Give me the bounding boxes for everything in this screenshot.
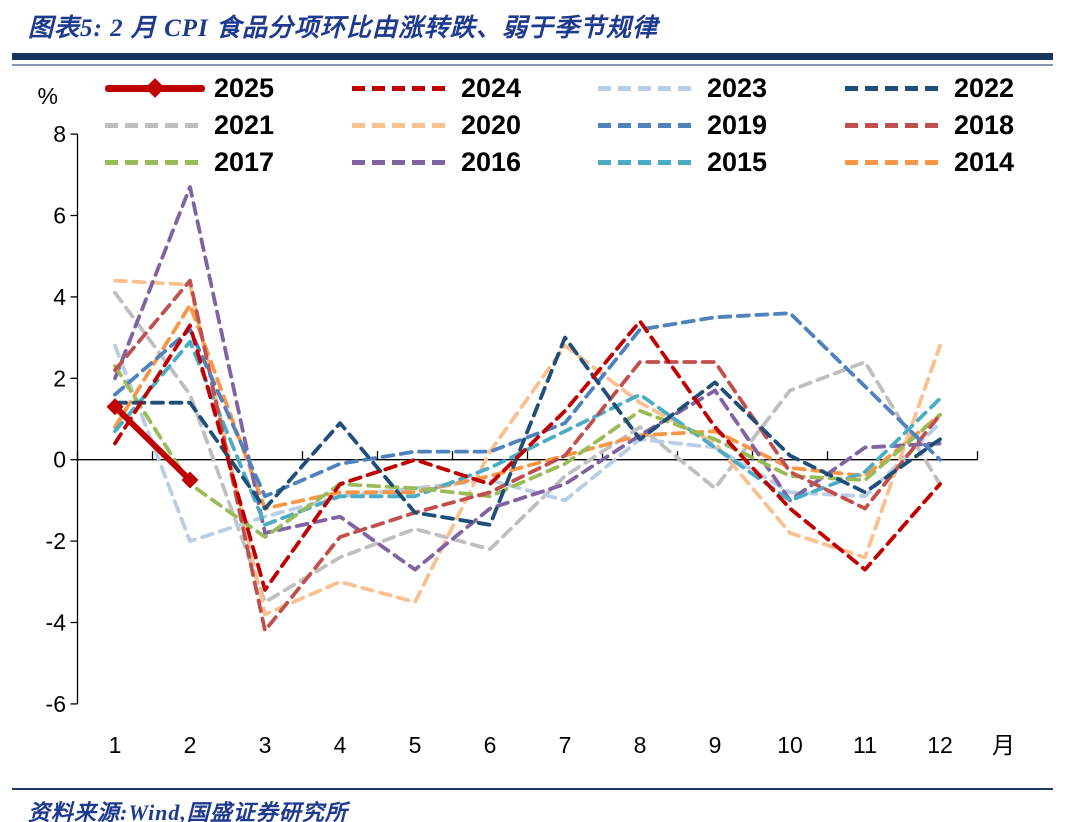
series-2020: [113, 278, 942, 617]
svg-text:-4: -4: [46, 610, 67, 636]
legend-item-2020: 2020: [352, 108, 526, 142]
footer-divider-line: [12, 788, 1053, 790]
y-axis-labels: 8 6 4 2 0 -2 -4 -6%: [38, 83, 67, 717]
legend-label-2016: 2016: [461, 146, 522, 177]
legend-label-2021: 2021: [214, 109, 275, 140]
legend-label-2019: 2019: [707, 109, 768, 140]
legend-swatch-2018: [845, 122, 945, 129]
title-divider-bar: [12, 53, 1053, 60]
legend-item-2023: 2023: [598, 71, 772, 105]
legend-label-2017: 2017: [214, 146, 275, 177]
svg-text:1: 1: [109, 732, 122, 758]
legend-item-2018: 2018: [845, 108, 1019, 142]
series-2023: [113, 343, 942, 543]
legend-item-2019: 2019: [598, 108, 772, 142]
svg-text:-6: -6: [46, 691, 66, 717]
series-2015: [113, 339, 942, 527]
legend-swatch-2016: [352, 159, 452, 166]
x-axis-labels: 1 2 3 4 5 6 7 8 9 10 11 12 月: [109, 732, 1015, 758]
legend-swatch-2025: [105, 77, 205, 98]
diamond-marker: [181, 471, 199, 489]
legend-label-2020: 2020: [461, 109, 522, 140]
svg-text:10: 10: [777, 732, 803, 758]
legend-swatch-2021: [105, 122, 205, 129]
title-divider-thin-line: [12, 64, 1053, 66]
svg-text:5: 5: [409, 732, 422, 758]
svg-text:2: 2: [184, 732, 197, 758]
series-2016: [113, 185, 942, 572]
series-2019: [113, 311, 942, 499]
legend-item-2024: 2024: [352, 71, 526, 105]
legend-label-2014: 2014: [954, 146, 1015, 177]
legend-swatch-2024: [352, 85, 452, 92]
svg-text:3: 3: [259, 732, 272, 758]
legend-label-2015: 2015: [707, 146, 768, 177]
diamond-marker: [106, 398, 124, 416]
legend-swatch-2014: [845, 159, 945, 166]
svg-text:4: 4: [53, 284, 66, 310]
series-2022: [113, 335, 942, 527]
series-2018: [113, 278, 942, 633]
chart-title: 图表5: 2 月 CPI 食品分项环比由涨转跌、弱于季节规律: [28, 15, 659, 42]
series-2025: [106, 398, 199, 489]
legend-swatch-2022: [845, 85, 945, 92]
svg-text:月: 月: [992, 732, 1015, 758]
source-note: 资料来源:Wind,国盛证券研究所: [28, 800, 348, 822]
legend-swatch-2017: [105, 159, 205, 166]
legend-item-2022: 2022: [845, 71, 1019, 105]
legend-label-2022: 2022: [954, 72, 1015, 103]
legend-item-2025: 2025: [105, 71, 279, 105]
legend-label-2025: 2025: [214, 72, 275, 103]
legend-label-2023: 2023: [707, 72, 768, 103]
svg-text:8: 8: [53, 121, 66, 147]
legend-swatch-2019: [598, 122, 698, 129]
legend-swatch-2015: [598, 159, 698, 166]
svg-text:0: 0: [53, 447, 66, 473]
legend-item-2015: 2015: [598, 145, 772, 179]
series-2021: [113, 290, 942, 604]
svg-text:-2: -2: [46, 528, 66, 554]
legend-swatch-2020: [352, 122, 452, 129]
series-2024: [113, 319, 942, 592]
svg-text:7: 7: [559, 732, 572, 758]
svg-text:11: 11: [853, 732, 877, 758]
svg-text:2: 2: [53, 365, 66, 391]
legend-item-2014: 2014: [845, 145, 1019, 179]
svg-text:8: 8: [634, 732, 647, 758]
svg-text:4: 4: [334, 732, 347, 758]
svg-text:6: 6: [53, 203, 66, 229]
legend-item-2016: 2016: [352, 145, 526, 179]
legend-item-2017: 2017: [105, 145, 279, 179]
svg-text:9: 9: [709, 732, 722, 758]
legend-label-2018: 2018: [954, 109, 1015, 140]
svg-text:6: 6: [484, 732, 497, 758]
axes: [70, 133, 979, 705]
legend-swatch-2023: [598, 85, 698, 92]
legend-label-2024: 2024: [461, 72, 522, 103]
legend-diamond-marker: [145, 77, 165, 98]
legend-item-2021: 2021: [105, 108, 279, 142]
svg-text:12: 12: [927, 732, 953, 758]
svg-text:%: %: [38, 83, 58, 109]
